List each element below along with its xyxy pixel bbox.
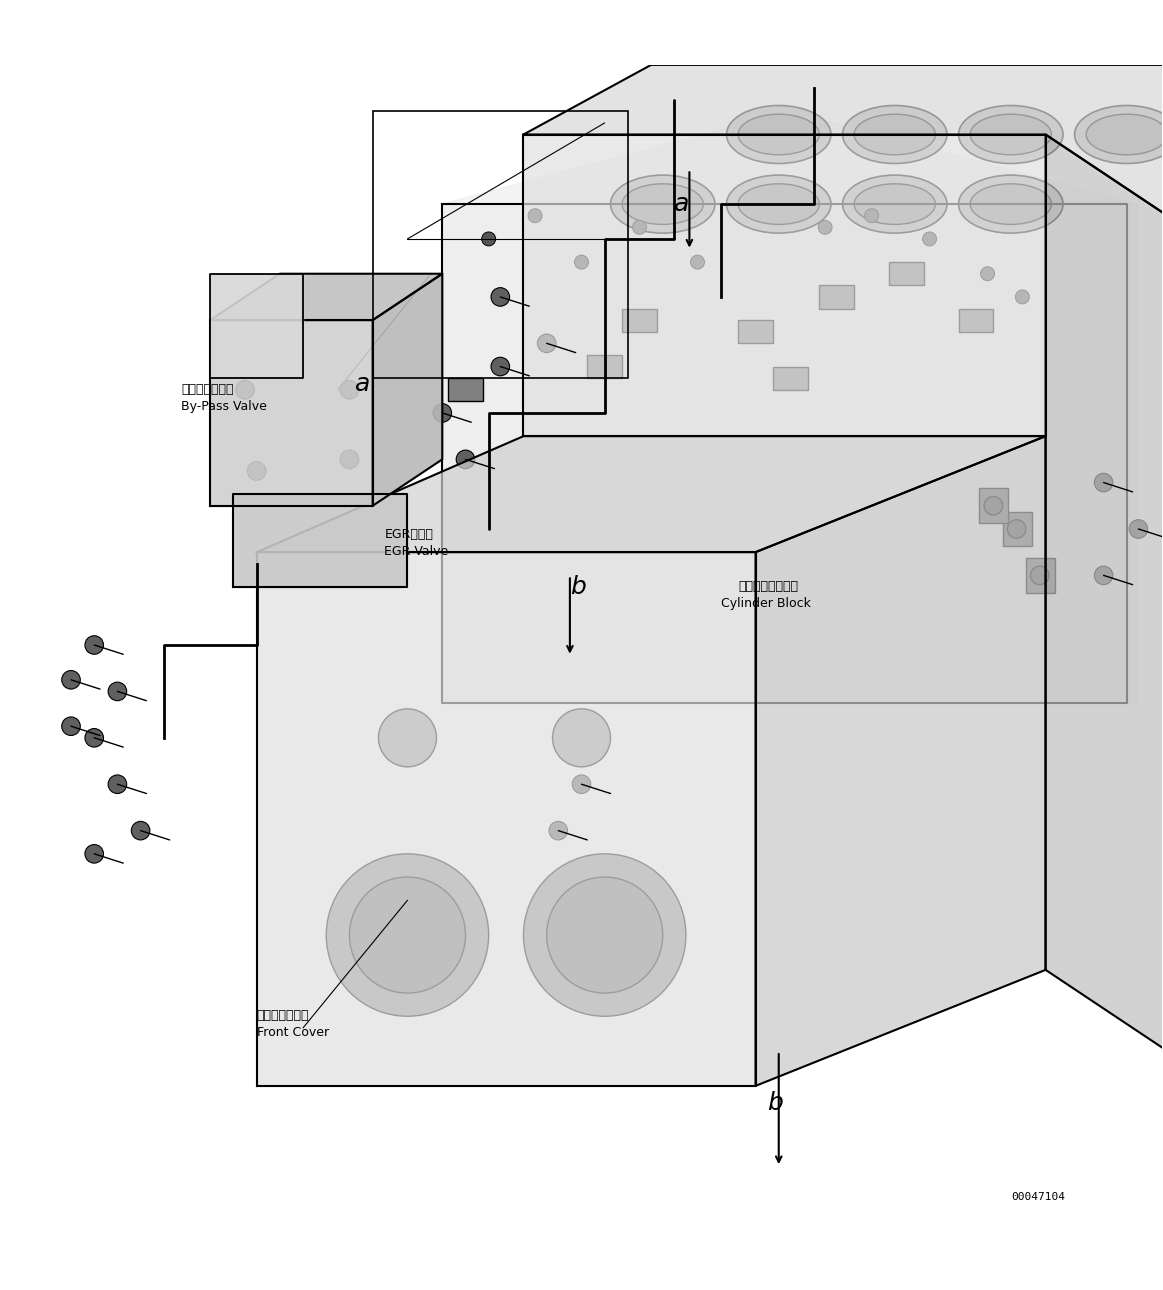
Ellipse shape	[842, 175, 947, 233]
Circle shape	[491, 288, 509, 306]
Polygon shape	[211, 320, 372, 506]
Bar	[820, 285, 854, 308]
Circle shape	[575, 255, 588, 270]
Bar	[979, 489, 1008, 524]
Circle shape	[62, 717, 80, 735]
Ellipse shape	[739, 115, 820, 155]
Circle shape	[85, 845, 104, 863]
Circle shape	[340, 381, 358, 399]
Ellipse shape	[970, 183, 1051, 224]
Polygon shape	[523, 64, 1163, 227]
Polygon shape	[372, 273, 442, 506]
Circle shape	[552, 708, 611, 766]
Circle shape	[1129, 520, 1148, 538]
Circle shape	[108, 682, 127, 700]
Polygon shape	[234, 494, 407, 587]
Bar	[1026, 559, 1055, 593]
Circle shape	[85, 636, 104, 654]
Ellipse shape	[622, 183, 704, 224]
Circle shape	[1030, 566, 1049, 584]
Bar	[958, 308, 993, 332]
Text: フロントカバー: フロントカバー	[257, 1009, 309, 1022]
Circle shape	[131, 822, 150, 840]
Circle shape	[537, 334, 556, 352]
Circle shape	[1094, 566, 1113, 584]
Circle shape	[1015, 290, 1029, 304]
Circle shape	[456, 450, 475, 468]
Text: a: a	[675, 192, 690, 215]
Circle shape	[980, 267, 994, 281]
Text: Front Cover: Front Cover	[257, 1027, 329, 1040]
Polygon shape	[1046, 134, 1163, 1063]
Ellipse shape	[842, 106, 947, 164]
Text: b: b	[768, 1091, 783, 1115]
Circle shape	[433, 404, 451, 422]
Circle shape	[349, 877, 465, 993]
Circle shape	[819, 221, 832, 235]
Circle shape	[922, 232, 936, 246]
Ellipse shape	[1086, 115, 1163, 155]
Bar	[1003, 512, 1032, 547]
Circle shape	[236, 381, 255, 399]
Text: バイパスバルブ: バイパスバルブ	[181, 383, 234, 396]
Bar	[739, 320, 773, 343]
Ellipse shape	[958, 106, 1063, 164]
Bar	[773, 366, 808, 390]
Polygon shape	[756, 436, 1046, 1086]
Circle shape	[547, 877, 663, 993]
Circle shape	[864, 209, 878, 223]
Ellipse shape	[739, 183, 820, 224]
Ellipse shape	[854, 115, 935, 155]
Circle shape	[378, 871, 436, 929]
Circle shape	[378, 708, 436, 766]
Circle shape	[549, 822, 568, 840]
Text: b: b	[570, 574, 586, 599]
Ellipse shape	[958, 175, 1063, 233]
Bar	[622, 308, 657, 332]
Circle shape	[1007, 520, 1026, 538]
Ellipse shape	[727, 106, 830, 164]
Bar	[448, 378, 483, 401]
Text: シリンダブロック: シリンダブロック	[739, 579, 798, 593]
Text: 00047104: 00047104	[1011, 1192, 1065, 1202]
Circle shape	[327, 854, 488, 1017]
Bar	[372, 111, 628, 378]
Ellipse shape	[970, 115, 1051, 155]
Polygon shape	[257, 436, 1046, 552]
Circle shape	[491, 357, 509, 375]
Circle shape	[552, 871, 611, 929]
Polygon shape	[211, 273, 304, 378]
Bar	[587, 355, 622, 378]
Ellipse shape	[611, 175, 715, 233]
Circle shape	[1094, 473, 1113, 491]
Ellipse shape	[1075, 106, 1163, 164]
Circle shape	[481, 232, 495, 246]
Circle shape	[108, 775, 127, 793]
Ellipse shape	[854, 183, 935, 224]
Text: EGR Valve: EGR Valve	[384, 544, 449, 559]
Polygon shape	[523, 134, 1046, 436]
Text: a: a	[355, 372, 371, 396]
Text: By-Pass Valve: By-Pass Valve	[181, 400, 267, 413]
Polygon shape	[257, 552, 756, 1086]
Circle shape	[633, 221, 647, 235]
Circle shape	[528, 209, 542, 223]
Circle shape	[85, 729, 104, 747]
Circle shape	[340, 450, 358, 468]
Text: EGRバルブ: EGRバルブ	[384, 528, 433, 541]
Circle shape	[523, 854, 686, 1017]
Circle shape	[62, 671, 80, 689]
Circle shape	[691, 255, 705, 270]
Circle shape	[572, 775, 591, 793]
Text: Cylinder Block: Cylinder Block	[721, 597, 811, 610]
Ellipse shape	[727, 175, 830, 233]
Circle shape	[984, 497, 1003, 515]
Polygon shape	[442, 204, 1127, 703]
Bar	[889, 262, 923, 285]
Polygon shape	[211, 273, 442, 320]
Circle shape	[248, 462, 266, 480]
Polygon shape	[442, 111, 1139, 703]
